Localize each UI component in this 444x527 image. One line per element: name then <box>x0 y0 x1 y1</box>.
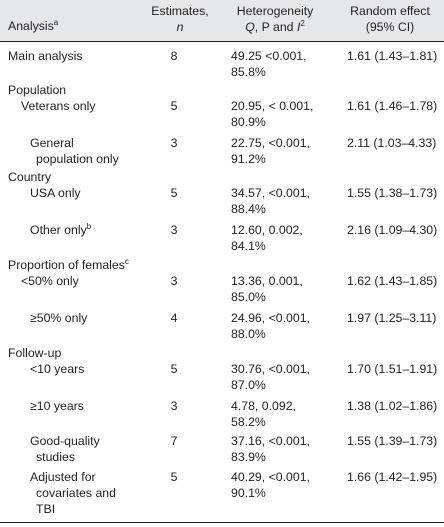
header-random-effect: Random effect (95% CI) <box>350 4 430 34</box>
section-population: Population <box>8 83 67 97</box>
row-het-i2: 87.0% <box>231 378 266 392</box>
header-estimates: Estimates, n <box>151 4 209 34</box>
row-het-stats: 20.95, < 0.001, <box>231 99 314 113</box>
row-het-i2: 84.1% <box>231 239 266 253</box>
row-label: <10 years <box>30 362 85 376</box>
row-n: 3 <box>170 136 178 150</box>
row-label: General <box>30 136 74 150</box>
row-random-effect: 1.66 (1.42–1.95) <box>347 470 438 484</box>
section-country: Country <box>8 170 52 184</box>
row-het-stats: 24.96, <0.001, <box>231 311 310 325</box>
row-het-i2: 85.8% <box>231 65 266 79</box>
row-random-effect: 1.55 (1.39–1.73) <box>347 434 438 448</box>
row-n: 8 <box>170 49 178 63</box>
row-n: 5 <box>170 99 178 113</box>
row-random-effect: 2.11 (1.03–4.33) <box>347 136 437 150</box>
row-label: Main analysis <box>8 49 83 63</box>
row-het-stats: 13.36, 0.001, <box>231 274 303 288</box>
row-label: <50% only <box>21 274 79 288</box>
row-label: ≥50% only <box>30 311 88 325</box>
row-het-i2: 85.0% <box>231 290 266 304</box>
row-het-i2: 88.0% <box>231 327 266 341</box>
row-het-stats: 22.75, <0.001, <box>231 136 310 150</box>
row-het-stats: 34.57, <0.001, <box>231 186 310 200</box>
row-random-effect: 1.70 (1.51–1.91) <box>347 362 438 376</box>
bottom-rule <box>0 522 444 523</box>
header-rule <box>0 41 444 42</box>
row-n: 5 <box>170 470 178 484</box>
row-n: 4 <box>170 311 178 325</box>
row-het-stats: 37.16, <0.001, <box>231 434 310 448</box>
row-label-cont: studies <box>36 450 75 464</box>
row-label: Good-quality <box>30 434 100 448</box>
row-random-effect: 1.61 (1.43–1.81) <box>347 49 438 63</box>
row-random-effect: 2.16 (1.09–4.30) <box>347 223 438 237</box>
row-label-cont: TBI <box>36 502 56 516</box>
section-follow-up: Follow-up <box>8 346 62 360</box>
row-n: 3 <box>170 274 178 288</box>
row-random-effect: 1.38 (1.02–1.86) <box>347 399 438 413</box>
row-n: 5 <box>170 186 178 200</box>
header-analysis: Analysisa <box>8 17 59 33</box>
row-random-effect: 1.55 (1.38–1.73) <box>347 186 438 200</box>
row-label-cont: covariates and <box>36 486 116 500</box>
row-n: 5 <box>170 362 178 376</box>
row-n: 3 <box>170 399 178 413</box>
row-het-i2: 58.2% <box>231 415 266 429</box>
row-het-i2: 90.1% <box>231 486 266 500</box>
row-label: Adjusted for <box>30 470 96 484</box>
row-het-i2: 88.4% <box>231 202 266 216</box>
table-header-band <box>0 0 444 41</box>
row-label: ≥10 years <box>30 399 84 413</box>
row-random-effect: 1.61 (1.46–1.78) <box>347 99 438 113</box>
row-label: Other onlyb <box>30 221 92 237</box>
row-label: Veterans only <box>21 99 96 113</box>
row-n: 3 <box>170 223 178 237</box>
row-het-stats: 4.78, 0.092, <box>231 399 296 413</box>
row-het-stats: 12.60, 0.002, <box>231 223 303 237</box>
row-het-stats: 40.29, <0.001, <box>231 470 310 484</box>
row-het-i2: 83.9% <box>231 450 266 464</box>
header-heterogeneity: Heterogeneity Q, P and I2 <box>236 4 314 34</box>
row-het-stats: 49.25 <0.001, <box>231 49 307 63</box>
row-random-effect: 1.97 (1.25–3.11) <box>347 311 437 325</box>
row-random-effect: 1.62 (1.43–1.85) <box>347 274 438 288</box>
row-label-cont: population only <box>36 152 119 166</box>
row-label: USA only <box>30 186 81 200</box>
row-het-stats: 30.76, <0.001, <box>231 362 310 376</box>
row-het-i2: 91.2% <box>231 152 266 166</box>
row-n: 7 <box>170 434 178 448</box>
section-proportion-of-females: Proportion of femalesc <box>8 256 129 272</box>
row-het-i2: 80.9% <box>231 115 266 129</box>
